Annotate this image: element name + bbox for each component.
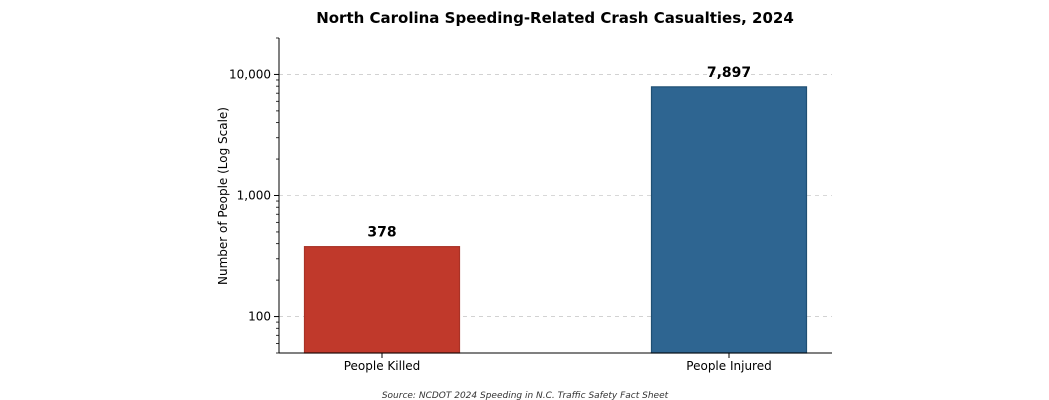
bars [303, 86, 808, 354]
x-tick-label-people-killed: People Killed [344, 359, 421, 373]
value-label-people-injured: 7,897 [707, 65, 751, 81]
bar-people-killed [303, 246, 461, 354]
chart-title: North Carolina Speeding-Related Crash Ca… [316, 9, 794, 27]
labels: 100 1,000 10,000 378 People Killed 7,897 Peopl… [229, 65, 772, 373]
axes [274, 37, 832, 358]
y-tick-label: 100 [248, 310, 271, 324]
y-tick-label: 10,000 [229, 67, 271, 81]
x-tick-label-people-injured: People Injured [686, 359, 771, 373]
bar-people-injured [650, 86, 808, 354]
y-tick-label: 1,000 [237, 189, 271, 203]
value-label-people-killed: 378 [367, 225, 396, 241]
y-axis-label: Number of People (Log Scale) [216, 107, 230, 285]
source-note: Source: NCDOT 2024 Speeding in N.C. Traf… [382, 391, 669, 400]
